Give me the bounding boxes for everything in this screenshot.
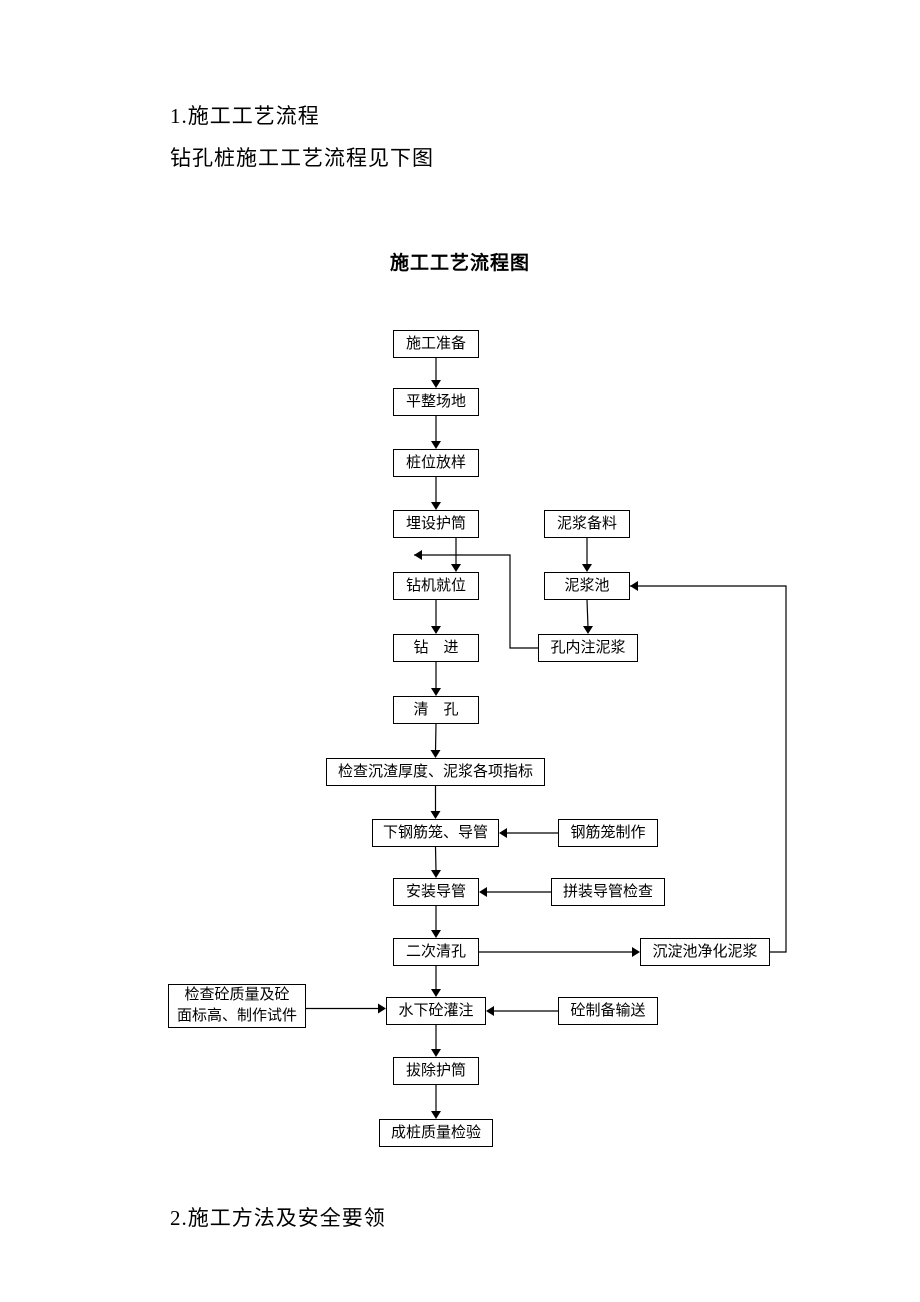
flow-node-n12: 下钢筋笼、导管 [372,819,499,847]
flow-node-n13: 钢筋笼制作 [558,819,658,847]
flow-node-n2: 平整场地 [393,388,479,416]
flow-node-n15: 拼装导管检查 [551,878,665,906]
heading-method-safety: 2.施工方法及安全要领 [170,1202,386,1232]
flow-node-n7: 泥浆池 [544,572,630,600]
flow-node-n17: 沉淀池净化泥浆 [640,938,770,966]
heading-process-flow: 1.施工工艺流程 [170,100,320,130]
flow-node-n19: 水下砼灌注 [386,997,486,1025]
flow-node-n8: 钻 进 [393,634,479,662]
flow-node-n18: 检查砼质量及砼 面标高、制作试件 [168,984,306,1028]
flow-node-n16: 二次清孔 [393,938,479,966]
flowchart-title: 施工工艺流程图 [0,248,920,275]
flow-node-n5: 泥浆备料 [544,510,630,538]
flow-node-n11: 检查沉渣厚度、泥浆各项指标 [326,758,545,786]
flow-node-n10: 清 孔 [393,696,479,724]
flow-node-n4: 埋设护筒 [393,510,479,538]
flow-node-n6: 钻机就位 [393,572,479,600]
flow-node-n9: 孔内注泥浆 [538,634,638,662]
flow-node-n14: 安装导管 [393,878,479,906]
flow-node-n1: 施工准备 [393,330,479,358]
flow-node-n21: 拔除护筒 [393,1057,479,1085]
document-page: 1.施工工艺流程 钻孔桩施工工艺流程见下图 施工工艺流程图 施工准备平整场地桩位… [0,0,920,1302]
flow-node-n22: 成桩质量检验 [379,1119,493,1147]
flow-node-n3: 桩位放样 [393,449,479,477]
subtitle-process-flow: 钻孔桩施工工艺流程见下图 [170,142,434,172]
flow-node-n20: 砼制备输送 [558,997,658,1025]
